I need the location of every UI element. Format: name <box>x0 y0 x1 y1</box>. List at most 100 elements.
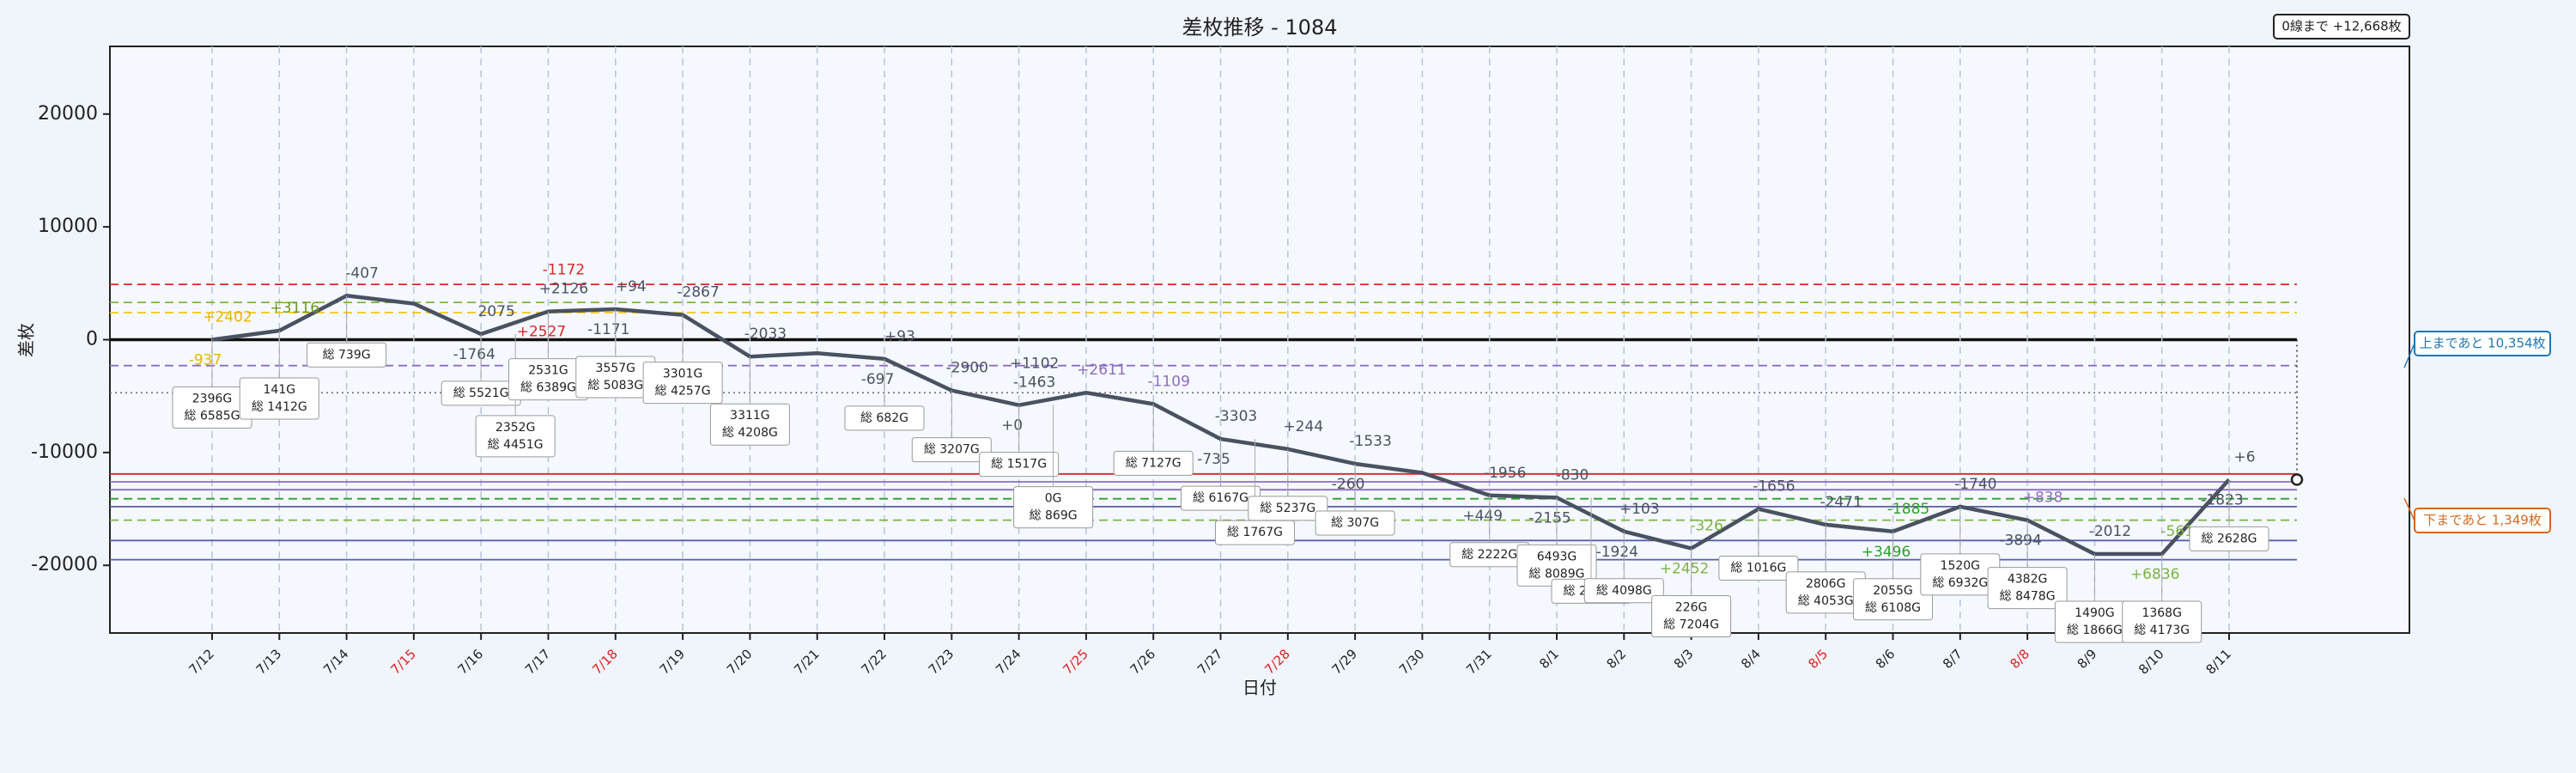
game-box <box>1113 450 1194 476</box>
x-tick-label: 7/25 <box>1060 646 1091 678</box>
game-box-text: 総 2222G <box>1461 548 1517 562</box>
x-tick-label: 8/4 <box>1738 646 1764 672</box>
x-tick-label: 7/30 <box>1396 646 1428 678</box>
x-tick-label: 7/19 <box>657 646 689 678</box>
x-tick-label: 7/14 <box>320 646 352 678</box>
game-box <box>1583 578 1664 604</box>
annotation: +2452 <box>1660 560 1710 577</box>
annotation: +2402 <box>203 309 252 326</box>
x-tick-label: 8/9 <box>2075 646 2100 672</box>
x-axis-label: 日付 <box>1242 678 1277 698</box>
annotation: +6836 <box>2130 566 2180 583</box>
game-box-text: 総 739G <box>323 348 371 362</box>
annotation: +93 <box>884 328 915 345</box>
annotation: -735 <box>1197 451 1230 468</box>
game-box-text: 総 2628G <box>2202 532 2257 545</box>
game-box <box>1718 556 1799 581</box>
annotation: -1823 <box>2201 491 2243 508</box>
x-tick-label: 8/8 <box>2007 646 2032 672</box>
game-box-text: 総 5521G <box>453 386 509 400</box>
game-box-text: 1520G <box>1941 559 1980 573</box>
annotation: -326 <box>1690 517 1723 534</box>
game-box-text: 総 5237G <box>1260 502 1315 515</box>
annotation: -937 <box>189 352 222 369</box>
annotation: -1764 <box>453 346 495 363</box>
annotation: -1109 <box>1147 373 1189 390</box>
info-box <box>2414 508 2551 533</box>
game-box <box>1248 496 1328 521</box>
x-tick-label: 7/26 <box>1127 646 1159 678</box>
annotation: -561 <box>2160 523 2194 540</box>
game-box-text: 総 8478G <box>2000 590 2056 604</box>
x-tick-label: 7/24 <box>993 646 1024 678</box>
game-box-text: 141G <box>264 383 296 397</box>
game-box-text: 総 6108G <box>1865 601 1921 615</box>
annotation: -830 <box>1556 466 1589 484</box>
info-leader <box>2403 497 2415 521</box>
game-box-text: 総 307G <box>1331 516 1379 530</box>
x-tick-label: 7/21 <box>791 646 823 678</box>
x-tick-label: 7/27 <box>1194 646 1226 678</box>
game-box-text: 1490G <box>2075 606 2114 620</box>
game-box-text: 2352G <box>495 421 535 435</box>
annotation: +1102 <box>1010 356 1060 373</box>
game-box <box>307 342 387 368</box>
game-box <box>1651 594 1732 637</box>
annotation: +449 <box>1462 508 1503 525</box>
x-tick-label: 7/28 <box>1261 646 1293 678</box>
game-box <box>844 405 925 431</box>
x-tick-label: 7/29 <box>1329 646 1361 678</box>
x-tick-label: 8/1 <box>1536 646 1562 672</box>
game-box <box>1987 567 2068 610</box>
x-tick-label: 7/31 <box>1463 646 1495 678</box>
game-box-text: 総 4173G <box>2134 624 2190 637</box>
annotation: +2126 <box>539 281 589 298</box>
game-box-text: 2055G <box>1873 584 1912 598</box>
game-box-text: 2806G <box>1806 577 1845 591</box>
info-text: 下まであと 1,349枚 <box>2423 513 2542 528</box>
game-box-text: 3301G <box>663 368 702 381</box>
game-box-text: 総 4451G <box>488 438 544 452</box>
x-tick-label: 7/12 <box>185 646 217 678</box>
game-box-text: 3311G <box>730 409 769 423</box>
annotation: -1885 <box>1887 501 1929 518</box>
annotation: -1172 <box>543 262 585 279</box>
x-tick-label: 7/13 <box>253 646 285 678</box>
game-box-text: 総 6389G <box>520 381 576 395</box>
game-box-text: 総 4208G <box>722 426 778 440</box>
game-box-text: 総 4257G <box>655 385 711 399</box>
y-tick-label: 10000 <box>38 216 98 237</box>
info-box <box>2273 14 2410 40</box>
y-tick-label: -10000 <box>31 441 98 463</box>
game-box <box>475 415 556 458</box>
x-tick-label: 8/3 <box>1671 646 1697 672</box>
game-box-text: 2396G <box>192 393 232 406</box>
annotation: -3894 <box>1999 533 2041 550</box>
game-box-text: 総 1517G <box>991 458 1047 472</box>
x-tick-label: 8/5 <box>1805 646 1831 672</box>
y-tick-label: 20000 <box>38 103 98 125</box>
game-box-text: 総 4098G <box>1596 584 1652 598</box>
game-box <box>1013 486 1094 529</box>
annotation: +244 <box>1283 418 1323 435</box>
annotation: +838 <box>2023 490 2063 507</box>
annotation: -2867 <box>677 284 719 301</box>
game-box-text: 総 7204G <box>1663 618 1719 631</box>
game-box <box>1853 578 1933 621</box>
game-box-text: 226G <box>1675 600 1708 614</box>
x-tick-label: 7/16 <box>455 646 487 678</box>
annotation: -2012 <box>2089 523 2131 540</box>
game-box <box>2189 526 2269 551</box>
game-box-text: 総 7127G <box>1126 456 1182 470</box>
game-box-text: 総 5083G <box>587 379 643 393</box>
annotation: -1656 <box>1753 478 1795 496</box>
annotation: -2471 <box>1820 494 1862 511</box>
annotation: +103 <box>1619 501 1660 518</box>
info-box <box>2414 331 2551 356</box>
chart-title: 差枚推移 - 1084 <box>1182 15 1338 40</box>
annotation: -2900 <box>946 360 988 377</box>
game-box <box>2122 600 2202 643</box>
x-tick-label: 8/2 <box>1604 646 1630 672</box>
y-tick-label: 0 <box>86 329 98 350</box>
game-box-text: 総 6932G <box>1932 576 1988 590</box>
